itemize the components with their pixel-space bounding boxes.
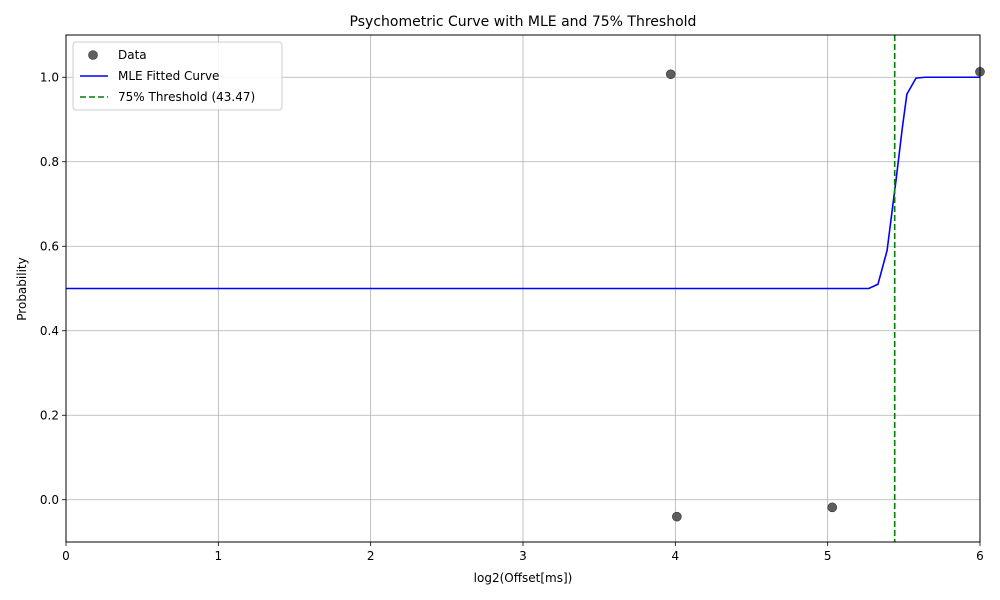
plot-area [66, 35, 985, 542]
legend: Data MLE Fitted Curve 75% Threshold (43.47… [72, 41, 283, 111]
x-tick-label: 2 [367, 549, 375, 563]
chart-title: Psychometric Curve with MLE and 75% Thre… [350, 14, 697, 30]
plot-clip-group [66, 35, 980, 542]
y-axis-ticks: 0.0 0.2 0.4 0.6 0.8 1.0 [40, 70, 66, 507]
x-tick-label: 3 [519, 549, 527, 563]
y-tick-label: 0.0 [40, 493, 59, 507]
legend-label: MLE Fitted Curve [118, 69, 219, 83]
y-tick-label: 0.4 [40, 324, 59, 338]
data-point [665, 69, 676, 80]
x-tick-label: 1 [215, 549, 223, 563]
mle-fitted-curve [66, 76, 980, 290]
y-tick-label: 0.8 [40, 155, 59, 169]
x-tick-label: 5 [824, 549, 832, 563]
legend-box [72, 41, 283, 111]
x-tick-label: 4 [672, 549, 680, 563]
legend-label: Data [118, 48, 147, 62]
x-tick-label: 0 [62, 549, 70, 563]
data-point [672, 511, 682, 522]
y-tick-label: 1.0 [40, 70, 59, 84]
y-axis-label: Probability [15, 257, 29, 320]
y-tick-label: 0.6 [40, 239, 59, 253]
data-point [827, 502, 838, 513]
y-tick-label: 0.2 [40, 408, 59, 422]
legend-marker-data [88, 50, 98, 60]
x-axis-ticks: 0 1 2 3 4 5 6 [62, 542, 984, 563]
legend-label: 75% Threshold (43.47) [118, 90, 255, 104]
x-tick-label: 6 [976, 549, 984, 563]
x-axis-label: log2(Offset[ms]) [474, 571, 573, 585]
